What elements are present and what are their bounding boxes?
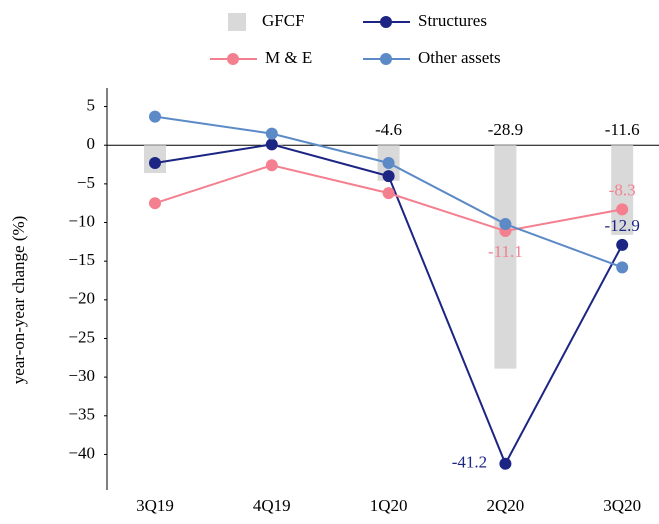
point (265, 159, 278, 172)
point (149, 197, 161, 210)
legend-label: Other assets (418, 48, 501, 67)
legend-label: M & E (265, 48, 312, 67)
point (616, 261, 629, 274)
bar (494, 145, 517, 369)
legend-swatch (227, 53, 239, 65)
value-label: -41.2 (452, 453, 487, 472)
point (499, 457, 512, 470)
value-label: -11.1 (488, 242, 523, 261)
value-label: -12.9 (604, 216, 639, 235)
legend-label: Structures (418, 11, 487, 30)
y-tick-label: −35 (68, 405, 95, 424)
y-tick-label: −30 (68, 366, 95, 385)
y-tick-label: −20 (68, 289, 95, 308)
legend-label: GFCF (262, 11, 305, 30)
point (265, 127, 278, 140)
legend-swatch (380, 53, 392, 65)
y-tick-label: −10 (68, 211, 95, 230)
point (149, 156, 161, 169)
value-label: -11.6 (605, 120, 640, 139)
point (616, 238, 629, 251)
point (499, 218, 512, 231)
y-tick-label: 5 (87, 95, 96, 114)
y-tick-label: −15 (68, 250, 95, 269)
value-label: -28.9 (488, 120, 523, 139)
value-label: -4.6 (375, 120, 402, 139)
y-tick-label: −40 (68, 443, 95, 462)
x-tick-label: 3Q19 (136, 496, 174, 515)
x-tick-label: 1Q20 (370, 496, 408, 515)
point (382, 156, 395, 169)
y-tick-label: −25 (68, 327, 95, 346)
x-tick-label: 2Q20 (487, 496, 525, 515)
y-axis-title: year-on-year change (%) (9, 216, 28, 385)
y-tick-label: −5 (77, 173, 95, 192)
point (382, 187, 395, 200)
x-tick-label: 4Q19 (253, 496, 291, 515)
point (616, 203, 629, 216)
value-label: -8.3 (609, 180, 636, 199)
y-tick-label: 0 (87, 134, 96, 153)
point (382, 170, 395, 183)
legend-swatch (228, 13, 246, 31)
bar (611, 145, 634, 235)
point (149, 110, 161, 123)
legend-swatch (380, 16, 392, 28)
x-tick-label: 3Q20 (603, 496, 641, 515)
point (265, 138, 278, 151)
